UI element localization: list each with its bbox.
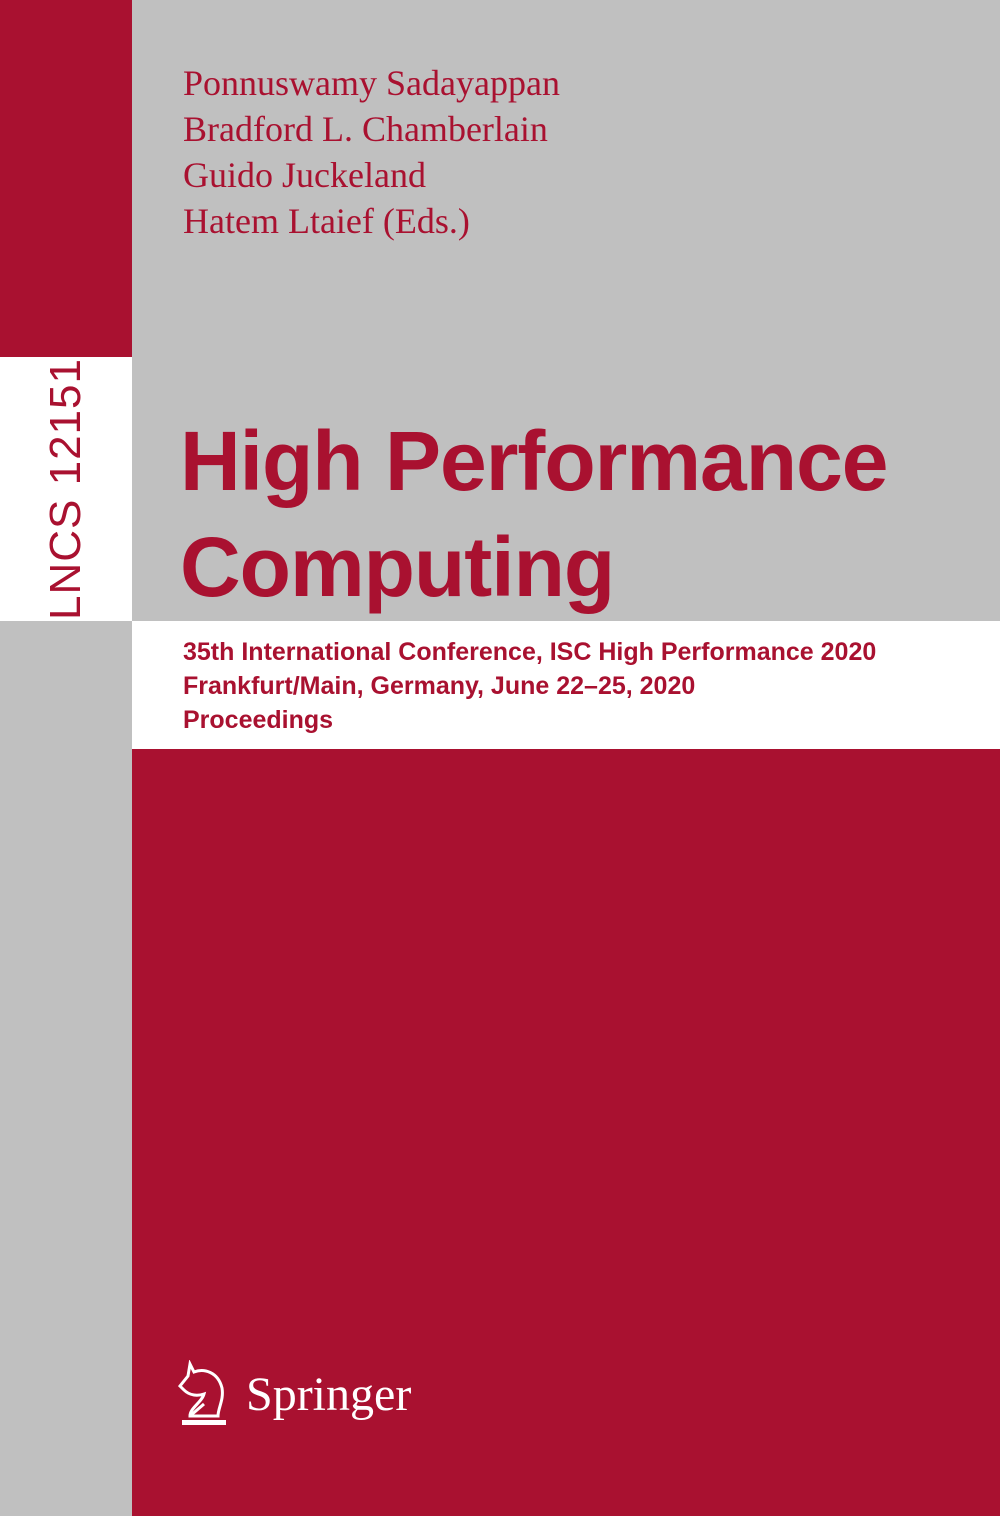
subtitle-line: Proceedings xyxy=(183,706,334,734)
book-subtitle: 35th International Conference, ISC High … xyxy=(183,635,876,737)
series-label: LNCS 12151 xyxy=(41,358,90,620)
cover-top-panel xyxy=(132,0,1000,621)
editor: Bradford L. Chamberlain xyxy=(183,109,548,149)
spine-top-red-block xyxy=(0,0,132,357)
editor: Hatem Ltaief (Eds.) xyxy=(183,201,470,241)
editors-list: Ponnuswamy Sadayappan Bradford L. Chambe… xyxy=(183,60,560,244)
editor: Ponnuswamy Sadayappan xyxy=(183,63,560,103)
spine-bottom-gray-block xyxy=(0,621,132,1516)
title-line: High Performance xyxy=(180,414,889,508)
editor: Guido Juckeland xyxy=(183,155,426,195)
subtitle-band xyxy=(132,621,1000,749)
subtitle-line: Frankfurt/Main, Germany, June 22–25, 202… xyxy=(183,672,696,700)
chess-knight-icon xyxy=(177,1360,226,1425)
springer-logo: Springer xyxy=(176,1360,411,1428)
publisher-name: Springer xyxy=(246,1367,412,1421)
spine-series-block xyxy=(0,357,132,621)
cover-bottom-panel xyxy=(132,749,1000,1516)
book-title: High Performance Computing xyxy=(180,408,889,620)
subtitle-line: 35th International Conference, ISC High … xyxy=(183,638,877,666)
title-line: Computing xyxy=(180,520,615,614)
